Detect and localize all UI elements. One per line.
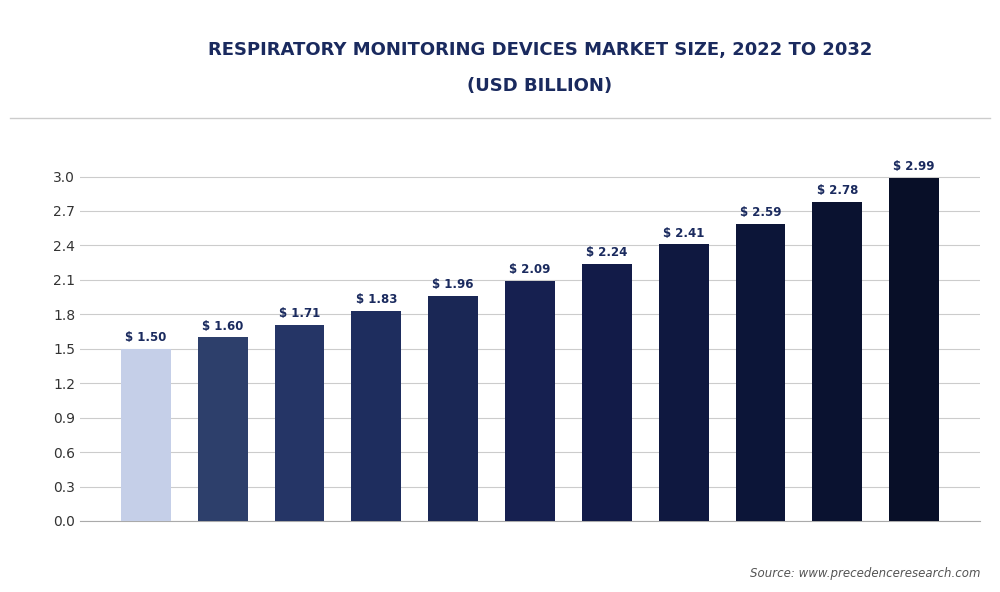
Bar (736, 224, 785, 521)
Text: $ 1.50: $ 1.50 (125, 331, 167, 344)
Bar (428, 296, 478, 521)
Text: (USD BILLION): (USD BILLION) (467, 77, 613, 95)
Text: PRECEDENCE: PRECEDENCE (29, 44, 91, 53)
Bar (198, 337, 248, 521)
Bar (351, 311, 401, 521)
Bar (659, 244, 709, 521)
Text: $ 1.96: $ 1.96 (432, 278, 474, 291)
Bar (121, 349, 171, 521)
Text: $ 1.71: $ 1.71 (279, 307, 320, 320)
Text: $ 1.83: $ 1.83 (356, 293, 397, 306)
Text: $ 2.41: $ 2.41 (663, 227, 704, 240)
Text: $ 2.24: $ 2.24 (586, 246, 628, 259)
Text: $ 2.09: $ 2.09 (509, 263, 551, 276)
Text: RESPIRATORY MONITORING DEVICES MARKET SIZE, 2022 TO 2032: RESPIRATORY MONITORING DEVICES MARKET SI… (208, 41, 872, 59)
Text: $ 2.59: $ 2.59 (740, 206, 781, 219)
Bar (505, 281, 555, 521)
Bar (275, 324, 324, 521)
Bar (889, 178, 939, 521)
Text: Source: www.precedenceresearch.com: Source: www.precedenceresearch.com (750, 567, 980, 580)
Text: $ 2.78: $ 2.78 (817, 184, 858, 197)
Text: $ 2.99: $ 2.99 (893, 160, 935, 173)
Bar (812, 202, 862, 521)
Text: RESEARCH: RESEARCH (35, 71, 85, 80)
Text: $ 1.60: $ 1.60 (202, 320, 243, 333)
Bar (582, 264, 632, 521)
